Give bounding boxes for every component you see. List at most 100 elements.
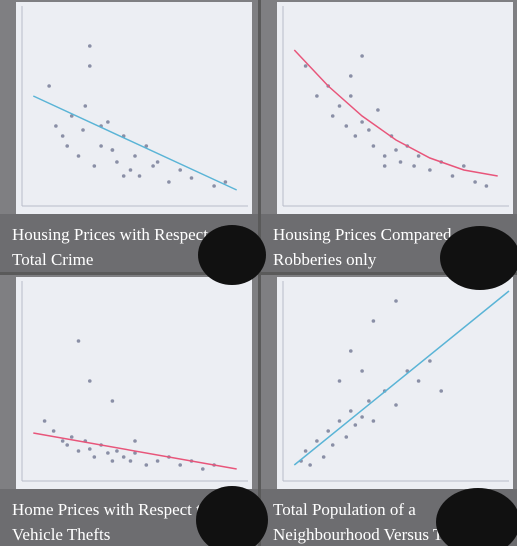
scatter-point bbox=[382, 154, 387, 158]
scatter-point bbox=[412, 164, 416, 168]
caption: Home Prices with Respect t bbox=[12, 500, 201, 519]
scatter-point bbox=[69, 435, 74, 439]
scatter-point bbox=[60, 134, 65, 138]
trend-line bbox=[33, 432, 237, 470]
scatter-point bbox=[88, 447, 92, 451]
head-silhouette bbox=[440, 226, 517, 290]
scatter-point bbox=[92, 455, 97, 459]
scatter-point bbox=[83, 104, 88, 108]
scatter-point bbox=[178, 168, 182, 172]
scatter-point bbox=[151, 164, 155, 168]
scatter-point bbox=[110, 148, 115, 152]
scatter-point bbox=[330, 114, 335, 118]
scatter-point bbox=[462, 164, 466, 168]
scatter-point bbox=[81, 128, 85, 132]
caption: Vehicle Thefts bbox=[12, 525, 110, 544]
scatter-point bbox=[330, 443, 335, 447]
caption: Robberies only bbox=[273, 250, 377, 269]
scatter-point bbox=[394, 299, 398, 303]
scatter-point bbox=[484, 184, 489, 188]
scatter-point bbox=[42, 419, 47, 423]
head-silhouette bbox=[436, 488, 517, 546]
scatter-point bbox=[382, 164, 387, 168]
scatter-point bbox=[144, 144, 149, 148]
scatter-point bbox=[371, 144, 376, 148]
scatter-point bbox=[121, 174, 126, 178]
scatter-point bbox=[201, 467, 205, 471]
scatter-point bbox=[326, 429, 331, 433]
scatter-point bbox=[473, 180, 477, 184]
scatter-point bbox=[106, 451, 110, 455]
scatter-point bbox=[337, 104, 342, 108]
scatter-point bbox=[60, 439, 65, 443]
scatter-point bbox=[106, 120, 110, 124]
scatter-point bbox=[349, 409, 353, 413]
trend-line bbox=[293, 290, 510, 466]
scatter-point bbox=[47, 84, 51, 88]
scatter-point bbox=[65, 144, 69, 148]
scatter-point bbox=[371, 319, 376, 323]
scatter-point bbox=[178, 463, 182, 467]
scatter-point bbox=[315, 94, 319, 98]
scatter-point bbox=[450, 174, 455, 178]
scatter-point bbox=[360, 415, 364, 419]
scatter-point bbox=[155, 160, 160, 164]
caption: Housing Prices with Respect bbox=[12, 225, 208, 244]
scatter-point bbox=[144, 463, 149, 467]
scatter-point bbox=[394, 148, 398, 152]
scatter-point bbox=[360, 54, 364, 58]
scatter-point bbox=[115, 449, 119, 453]
scatter-point bbox=[76, 154, 81, 158]
scatter-point bbox=[155, 459, 160, 463]
scatter-point bbox=[99, 144, 103, 148]
head-silhouette bbox=[196, 486, 268, 546]
scatter-point bbox=[223, 180, 228, 184]
scatter-point bbox=[51, 429, 56, 433]
scatter-point bbox=[115, 160, 119, 164]
scatter-point bbox=[349, 94, 353, 98]
scatter-point bbox=[303, 64, 308, 68]
scatter-point bbox=[367, 128, 371, 132]
scatter-point bbox=[121, 455, 126, 459]
scatter-point bbox=[88, 379, 92, 383]
scatter-point bbox=[344, 435, 349, 439]
scatter-point bbox=[308, 463, 312, 467]
scatter-point bbox=[110, 459, 115, 463]
plot-area bbox=[16, 277, 252, 491]
scatter-point bbox=[137, 174, 142, 178]
scatter-point bbox=[303, 449, 308, 453]
scatter-point bbox=[133, 154, 137, 158]
scatter-point bbox=[167, 180, 171, 184]
caption: Total Crime bbox=[12, 250, 93, 269]
caption: Neighbourhood Versus Tot bbox=[273, 525, 456, 544]
head-silhouette bbox=[198, 225, 266, 285]
scatter-point bbox=[133, 451, 137, 455]
scatter-point bbox=[76, 339, 81, 343]
scatter-point bbox=[92, 164, 97, 168]
scatter-point bbox=[439, 389, 444, 393]
scatter-point bbox=[88, 44, 92, 48]
scatter-point bbox=[376, 108, 380, 112]
trend-line bbox=[32, 95, 238, 191]
scatter-point bbox=[189, 176, 194, 180]
scatter-point bbox=[321, 455, 326, 459]
scatter-point bbox=[76, 449, 81, 453]
scatter-point bbox=[353, 134, 358, 138]
scatter-point bbox=[360, 120, 364, 124]
scatter-point bbox=[88, 64, 92, 68]
scatter-point bbox=[349, 74, 353, 78]
scatter-point bbox=[367, 399, 371, 403]
scatter-point bbox=[133, 439, 137, 443]
scatter-point bbox=[428, 359, 432, 363]
trend-line bbox=[293, 49, 498, 177]
scatter-point bbox=[54, 124, 58, 128]
scatter-point bbox=[128, 168, 133, 172]
scatter-point bbox=[315, 439, 319, 443]
scatter-point bbox=[69, 114, 74, 118]
scatter-point bbox=[212, 184, 216, 188]
scatter-point bbox=[353, 423, 358, 427]
scatter-point bbox=[428, 168, 432, 172]
caption: Housing Prices Compared bbox=[273, 225, 452, 244]
scatter-point bbox=[371, 419, 376, 423]
